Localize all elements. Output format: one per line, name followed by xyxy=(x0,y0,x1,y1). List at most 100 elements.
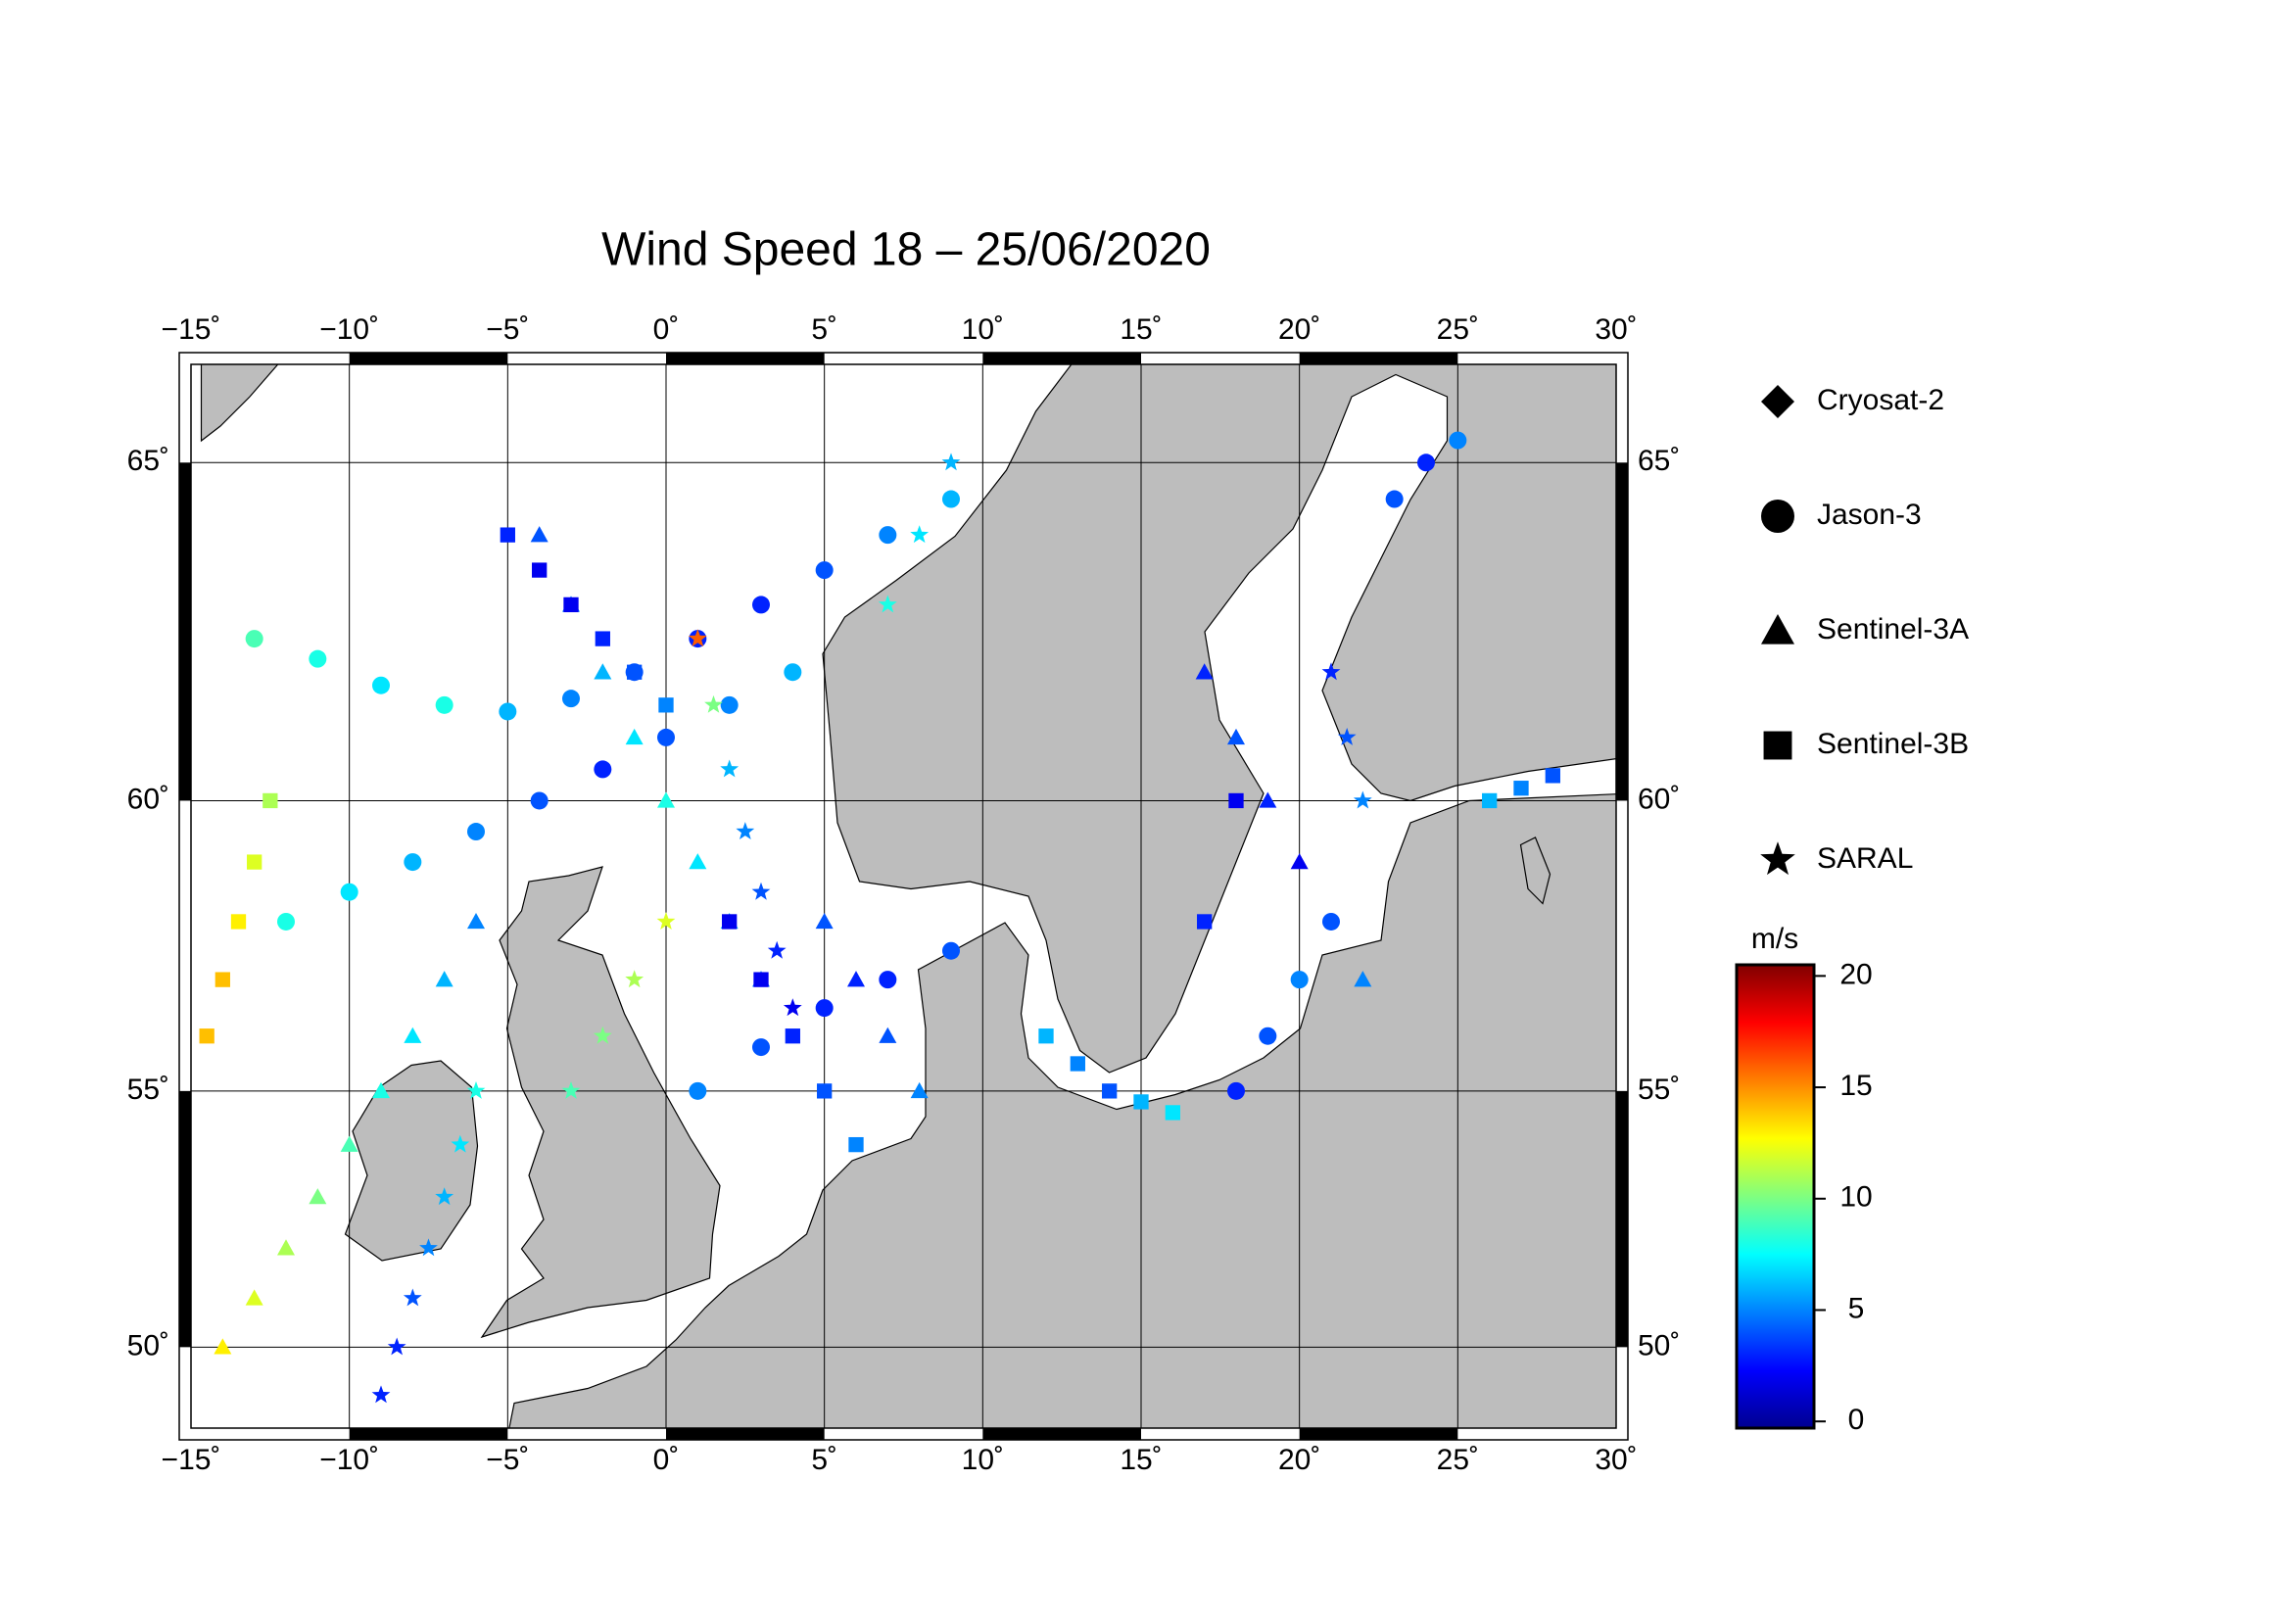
data-point xyxy=(230,914,247,930)
data-point xyxy=(753,972,769,987)
data-point xyxy=(532,562,548,578)
data-point xyxy=(625,970,644,988)
data-point xyxy=(689,1081,707,1100)
x-tick-label: 25˚ xyxy=(1437,313,1479,346)
colorbar-tick-label: 5 xyxy=(1848,1292,1865,1324)
ireland xyxy=(344,1060,479,1262)
x-tick-label: 0˚ xyxy=(653,1444,680,1476)
data-point xyxy=(879,971,897,989)
data-point xyxy=(722,914,738,930)
x-tick-label: 10˚ xyxy=(962,313,1004,346)
data-point xyxy=(1337,728,1357,745)
points-layer xyxy=(199,431,1560,1404)
data-point xyxy=(657,791,675,808)
data-point xyxy=(594,760,612,779)
data-point xyxy=(815,999,834,1018)
y-tick-label: 55˚ xyxy=(1638,1074,1680,1106)
data-point xyxy=(627,664,643,680)
data-point xyxy=(1417,454,1435,472)
data-point xyxy=(215,972,230,987)
frame-band xyxy=(1616,1090,1628,1348)
y-tick-label: 50˚ xyxy=(127,1329,169,1361)
data-point xyxy=(594,663,612,680)
data-point xyxy=(1133,1094,1149,1110)
data-point xyxy=(595,631,610,646)
data-point xyxy=(767,940,787,959)
data-point xyxy=(910,525,930,544)
data-point xyxy=(704,694,723,713)
x-tick-label: 15˚ xyxy=(1120,1444,1162,1476)
frame-band xyxy=(179,1090,191,1348)
legend-label: Cryosat-2 xyxy=(1817,384,1944,416)
data-point xyxy=(656,912,676,930)
data-point xyxy=(1449,431,1467,450)
data-point xyxy=(1385,490,1404,508)
x-tick-label: 5˚ xyxy=(811,1444,837,1476)
data-point xyxy=(404,1027,422,1043)
data-point xyxy=(500,527,515,543)
data-point xyxy=(1322,912,1340,931)
data-point xyxy=(942,490,960,508)
data-point xyxy=(340,1135,358,1152)
data-point xyxy=(467,823,485,841)
iceland-edge xyxy=(200,364,279,443)
x-tick-label: 25˚ xyxy=(1437,1444,1479,1476)
data-point xyxy=(625,728,644,745)
data-point xyxy=(783,998,802,1017)
data-point xyxy=(1321,662,1341,681)
data-point xyxy=(689,853,707,870)
legend-marker xyxy=(1760,841,1795,876)
data-point xyxy=(1038,1028,1054,1044)
data-point xyxy=(1228,792,1244,809)
data-point xyxy=(435,1187,454,1206)
x-tick-label: 30˚ xyxy=(1595,313,1637,346)
data-point xyxy=(530,526,549,543)
y-tick-label: 60˚ xyxy=(1638,783,1680,815)
data-point xyxy=(751,882,771,900)
legend-label: Sentinel-3B xyxy=(1817,728,1969,760)
data-point xyxy=(247,854,263,870)
x-tick-label: −10˚ xyxy=(319,313,379,346)
data-point xyxy=(785,1028,800,1044)
data-point xyxy=(277,912,295,931)
data-point xyxy=(404,853,422,872)
land-layer xyxy=(200,364,1616,1428)
data-point xyxy=(720,695,739,714)
data-point xyxy=(263,792,278,809)
y-tick-label: 65˚ xyxy=(1638,445,1680,477)
data-point xyxy=(1513,781,1529,796)
continental-europe xyxy=(508,793,1616,1428)
data-point xyxy=(688,629,707,647)
data-point xyxy=(1290,853,1309,870)
data-point xyxy=(214,1338,232,1355)
data-point xyxy=(277,1239,295,1256)
data-point xyxy=(1545,768,1560,784)
frame-band xyxy=(179,462,191,801)
frame-band xyxy=(666,1428,825,1440)
frame-band xyxy=(666,353,825,364)
data-point xyxy=(752,1038,770,1057)
data-point xyxy=(1227,728,1245,745)
colorbar: m/s 0 5 10 15 20 xyxy=(1735,923,1873,1436)
x-tick-label: 15˚ xyxy=(1120,313,1162,346)
legend-label: Sentinel-3A xyxy=(1817,613,1969,645)
chart-title: Wind Speed 18 – 25/06/2020 xyxy=(601,224,1211,276)
frame-inner xyxy=(190,363,1617,1429)
legend-marker xyxy=(1761,385,1794,418)
data-point xyxy=(1195,663,1214,680)
data-point xyxy=(1197,914,1213,930)
data-point xyxy=(1227,1081,1245,1100)
data-point xyxy=(372,676,390,694)
data-point xyxy=(1165,1105,1180,1121)
data-point xyxy=(1354,971,1372,987)
data-point xyxy=(372,1081,390,1099)
colorbar-tick-label: 15 xyxy=(1839,1070,1872,1102)
data-point xyxy=(563,597,579,613)
data-point xyxy=(245,630,263,648)
data-point xyxy=(736,822,755,839)
data-point xyxy=(1102,1083,1118,1099)
data-point xyxy=(435,695,453,714)
data-point xyxy=(784,663,802,682)
data-point xyxy=(815,912,834,930)
